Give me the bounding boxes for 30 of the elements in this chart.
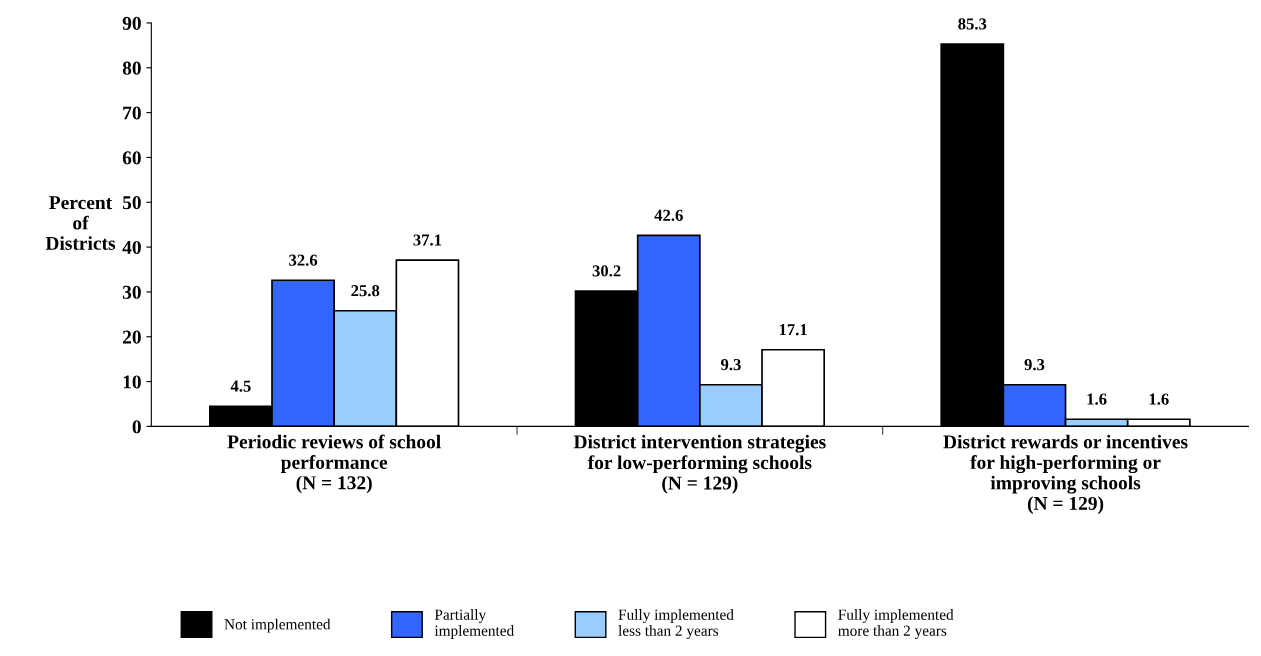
y-tick-label: 10 [123, 375, 141, 389]
y-tick-label: 70 [123, 106, 141, 120]
data-label: 25.8 [351, 285, 380, 297]
legend-label: Not implemented [224, 618, 331, 633]
legend-label: Fully implemented less than 2 years [618, 609, 734, 639]
y-axis-title: Percent of Districts [45, 196, 116, 250]
y-tick-label: 30 [122, 285, 141, 299]
data-label: 17.1 [779, 324, 807, 336]
data-label: 1.6 [1087, 393, 1107, 405]
y-tick-label: 20 [122, 330, 141, 344]
x-tick-label: District rewards or incentives for high-performing or improving schools (N = 129) [943, 434, 1188, 514]
y-tick-label: 80 [122, 61, 141, 75]
x-tick-label: Periodic reviews of school performance (N = 132) [227, 434, 441, 494]
data-label: 37.1 [413, 234, 442, 246]
data-label: 85.3 [958, 18, 987, 30]
y-tick-label: 90 [122, 16, 141, 30]
y-tick-label: 60 [122, 151, 141, 165]
data-label: 42.6 [654, 209, 683, 222]
data-label: 9.3 [1024, 359, 1045, 371]
y-tick-label: 40 [122, 240, 141, 255]
data-label: 9.3 [720, 359, 741, 371]
data-label: 32.6 [289, 254, 318, 266]
y-tick-label: 50 [122, 196, 141, 210]
legend-label: Fully implemented more than 2 years [838, 609, 954, 639]
legend-label: Partially implemented [434, 609, 514, 639]
data-label: 30.2 [592, 265, 621, 277]
data-label: 4.5 [230, 380, 251, 392]
data-label: 1.6 [1149, 393, 1169, 405]
x-tick-label: District intervention strategies for low-performing schools (N = 129) [573, 434, 826, 494]
y-tick-label: 0 [132, 420, 141, 434]
